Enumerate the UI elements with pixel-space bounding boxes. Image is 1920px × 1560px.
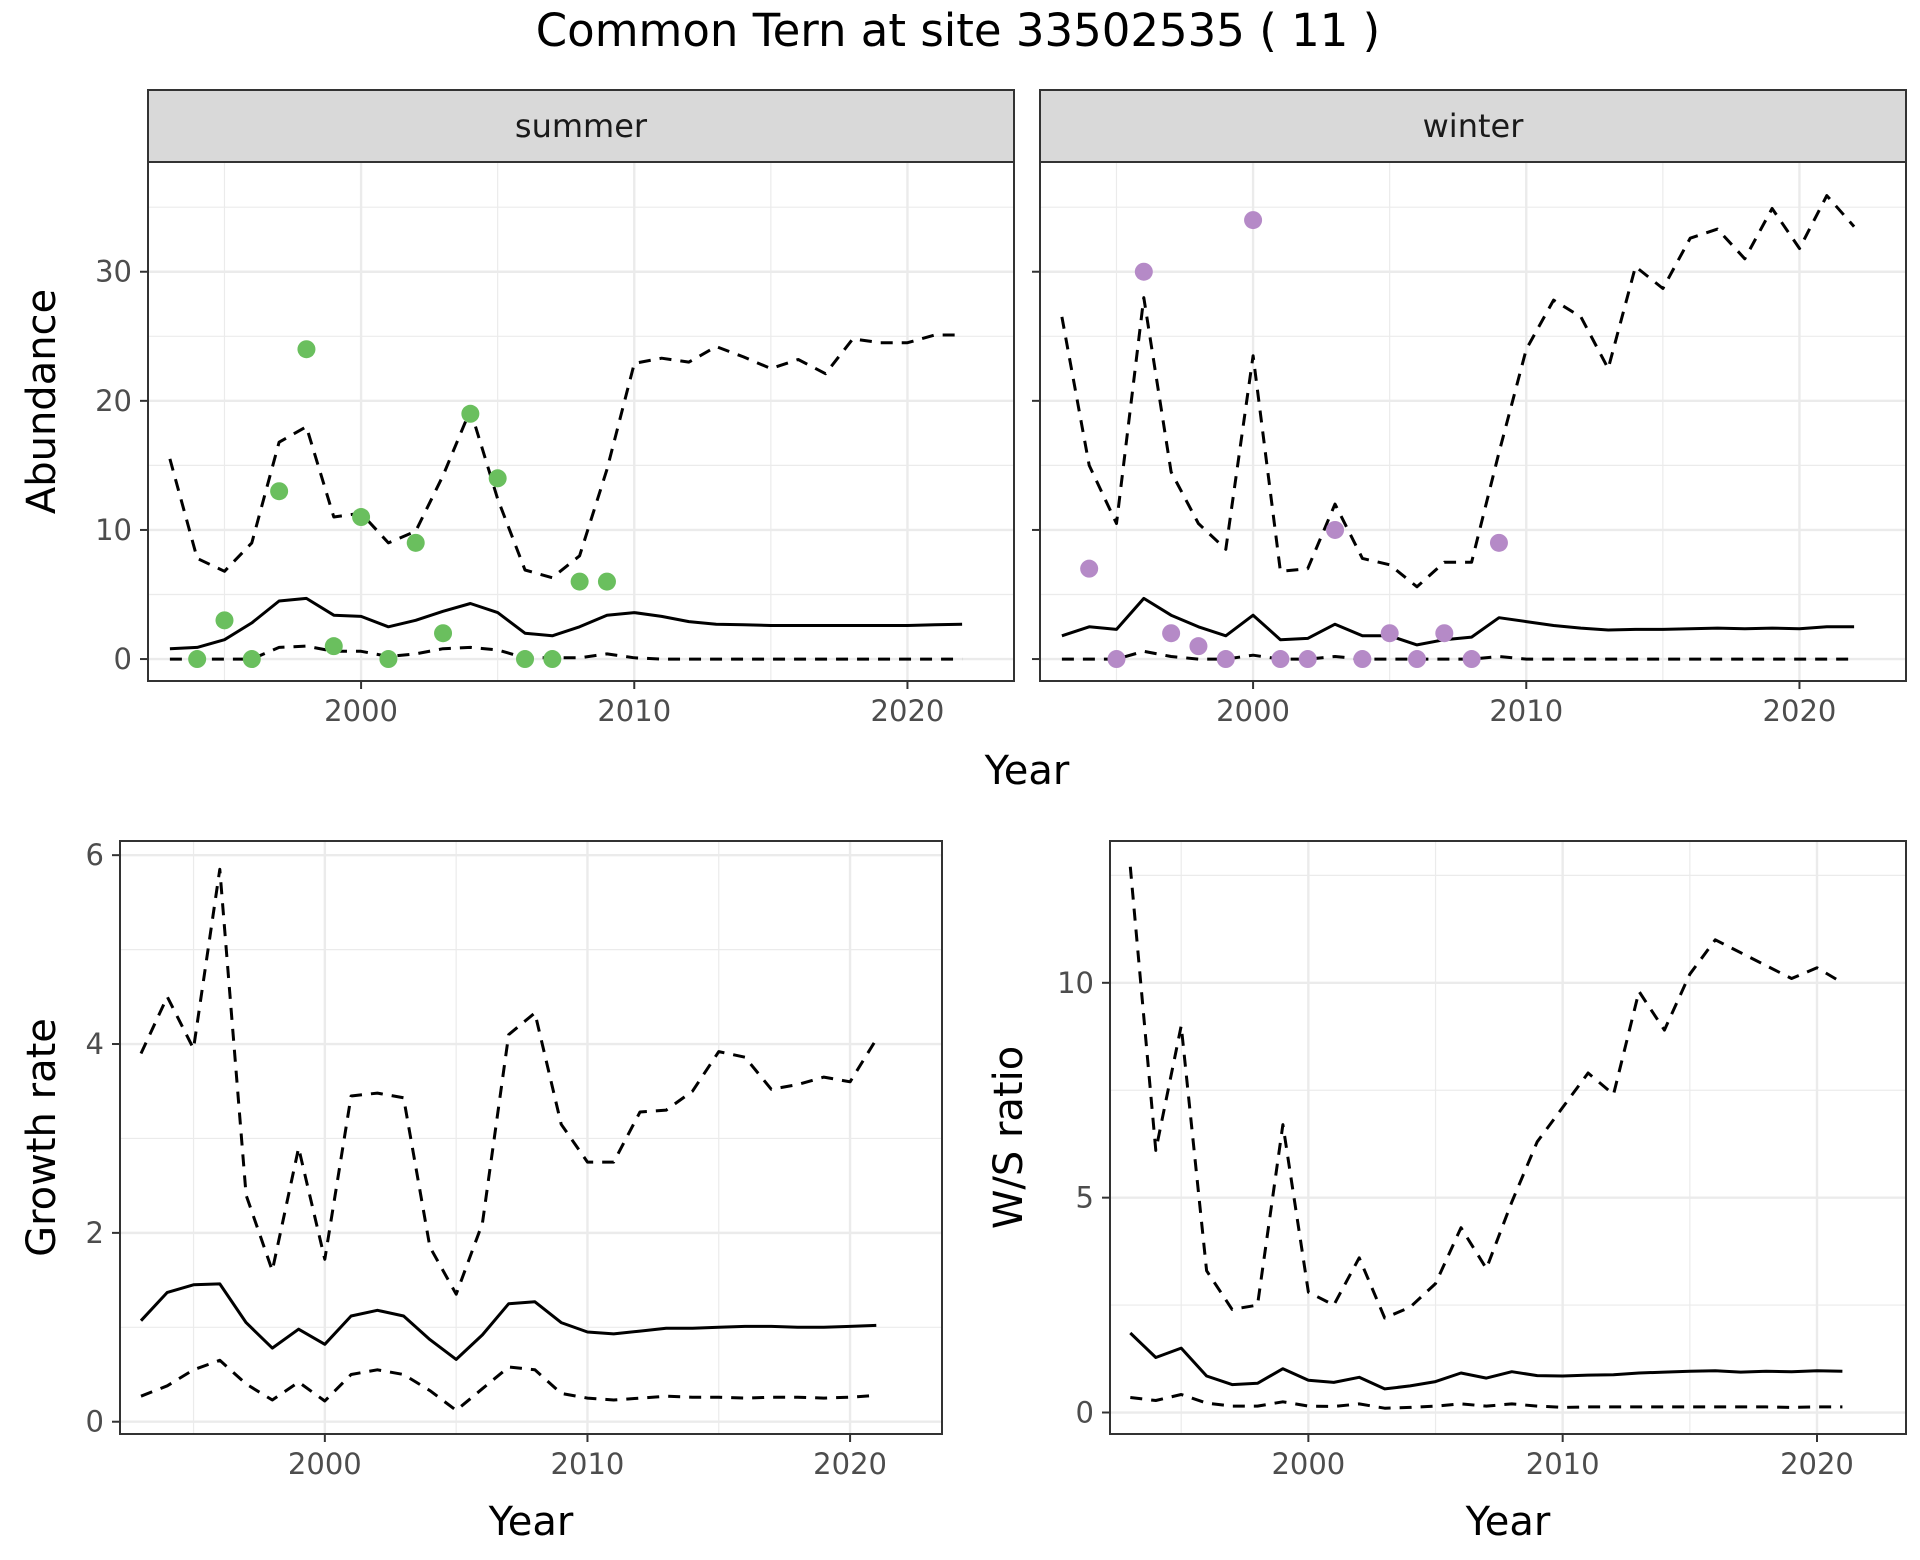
observed-point (570, 572, 589, 591)
facet-strip (147, 89, 1015, 163)
observed-point (515, 650, 534, 669)
x-tick-label: 2010 (1489, 694, 1563, 728)
y-axis-title: Abundance (19, 289, 65, 514)
figure-title: Common Tern at site 33502535 ( 11 ) (536, 4, 1380, 57)
plot-background (120, 841, 942, 1434)
y-tick-label: 6 (86, 838, 104, 872)
panel-border (119, 840, 943, 1435)
observed-point (1462, 650, 1481, 669)
x-tick-label: 2020 (1780, 1447, 1854, 1481)
observed-point (597, 572, 616, 591)
observed-point (1326, 520, 1345, 539)
observed-point (406, 533, 425, 552)
observed-point (461, 404, 480, 423)
y-tick-label: 4 (86, 1027, 104, 1061)
panel-growth: 2000 2010 2020 0 2 4 6 Year Growth rate (19, 838, 943, 1545)
y-tick-label: 20 (95, 384, 132, 418)
observed-point (352, 508, 371, 527)
estimate-line (169, 596, 963, 651)
observed-point (1353, 650, 1372, 669)
y-tick-label: 10 (95, 513, 132, 547)
observed-point (434, 624, 453, 643)
y-tick-label: 0 (1076, 1396, 1094, 1430)
plot-background (1110, 841, 1906, 1434)
confidence-bound-line (1130, 1393, 1843, 1410)
y-tick-label: 0 (114, 642, 132, 676)
x-axis-title: Year (1465, 1499, 1551, 1545)
confidence-bound-line (140, 1358, 877, 1412)
x-tick-label: 2000 (288, 1447, 362, 1481)
observed-point (1380, 624, 1399, 643)
panel-summer: summer 2000 2010 2020 0 10 20 30 Year Abundance (19, 89, 1070, 794)
x-tick-label: 2010 (597, 694, 671, 728)
confidence-bound-line (139, 867, 878, 1296)
observed-point (1189, 637, 1208, 656)
x-tick-label: 2020 (813, 1447, 887, 1481)
observed-point (188, 650, 207, 669)
panel-winter: winter 2000 2010 2020 (1032, 89, 1907, 728)
observed-point (543, 650, 562, 669)
observed-point (1216, 650, 1235, 669)
x-tick-label: 2000 (324, 694, 398, 728)
observed-point (1162, 624, 1181, 643)
facet-label: winter (1423, 107, 1525, 145)
estimate-line (139, 1282, 877, 1361)
facet-label: summer (515, 107, 648, 145)
x-tick-label: 2000 (1216, 694, 1290, 728)
observed-point (270, 482, 289, 501)
observed-point (1407, 650, 1426, 669)
observed-point (1298, 650, 1317, 669)
observed-point (324, 637, 343, 656)
x-tick-label: 2010 (1526, 1447, 1600, 1481)
observed-point (1244, 211, 1263, 230)
observed-point (1435, 624, 1454, 643)
confidence-bound-line (1061, 649, 1855, 661)
y-tick-label: 30 (95, 255, 132, 289)
x-tick-label: 2020 (871, 694, 945, 728)
confidence-bound-line (1128, 866, 1844, 1320)
observed-point (1134, 262, 1153, 281)
x-axis-title: Year (488, 1499, 574, 1545)
x-axis-title: Year (984, 748, 1070, 794)
y-tick-label: 2 (86, 1216, 104, 1250)
observed-point (379, 650, 398, 669)
y-tick-label: 0 (86, 1405, 104, 1439)
x-tick-label: 2010 (551, 1447, 625, 1481)
panel-border (1109, 840, 1907, 1435)
y-tick-label: 5 (1076, 1181, 1094, 1215)
observed-point (215, 611, 234, 630)
x-tick-label: 2020 (1763, 694, 1837, 728)
observed-point (1271, 650, 1290, 669)
x-tick-label: 2000 (1271, 1447, 1345, 1481)
plot-background (1040, 162, 1906, 681)
estimate-line (1061, 596, 1855, 647)
estimate-line (1129, 1331, 1843, 1391)
observed-point (1080, 559, 1099, 578)
observed-point (1489, 533, 1508, 552)
facet-strip (1039, 89, 1907, 163)
y-tick-label: 10 (1057, 966, 1094, 1000)
observed-point (1107, 650, 1126, 669)
y-axis-title: W/S ratio (986, 1046, 1032, 1229)
observed-point (488, 469, 507, 488)
confidence-bound-line (169, 644, 963, 661)
observed-point (297, 340, 316, 359)
panel-ratio: 2000 2010 2020 0 5 10 Year W/S ratio (986, 840, 1907, 1545)
y-axis-title: Growth rate (19, 1018, 65, 1257)
confidence-bound-line (168, 333, 963, 580)
observed-point (242, 650, 261, 669)
